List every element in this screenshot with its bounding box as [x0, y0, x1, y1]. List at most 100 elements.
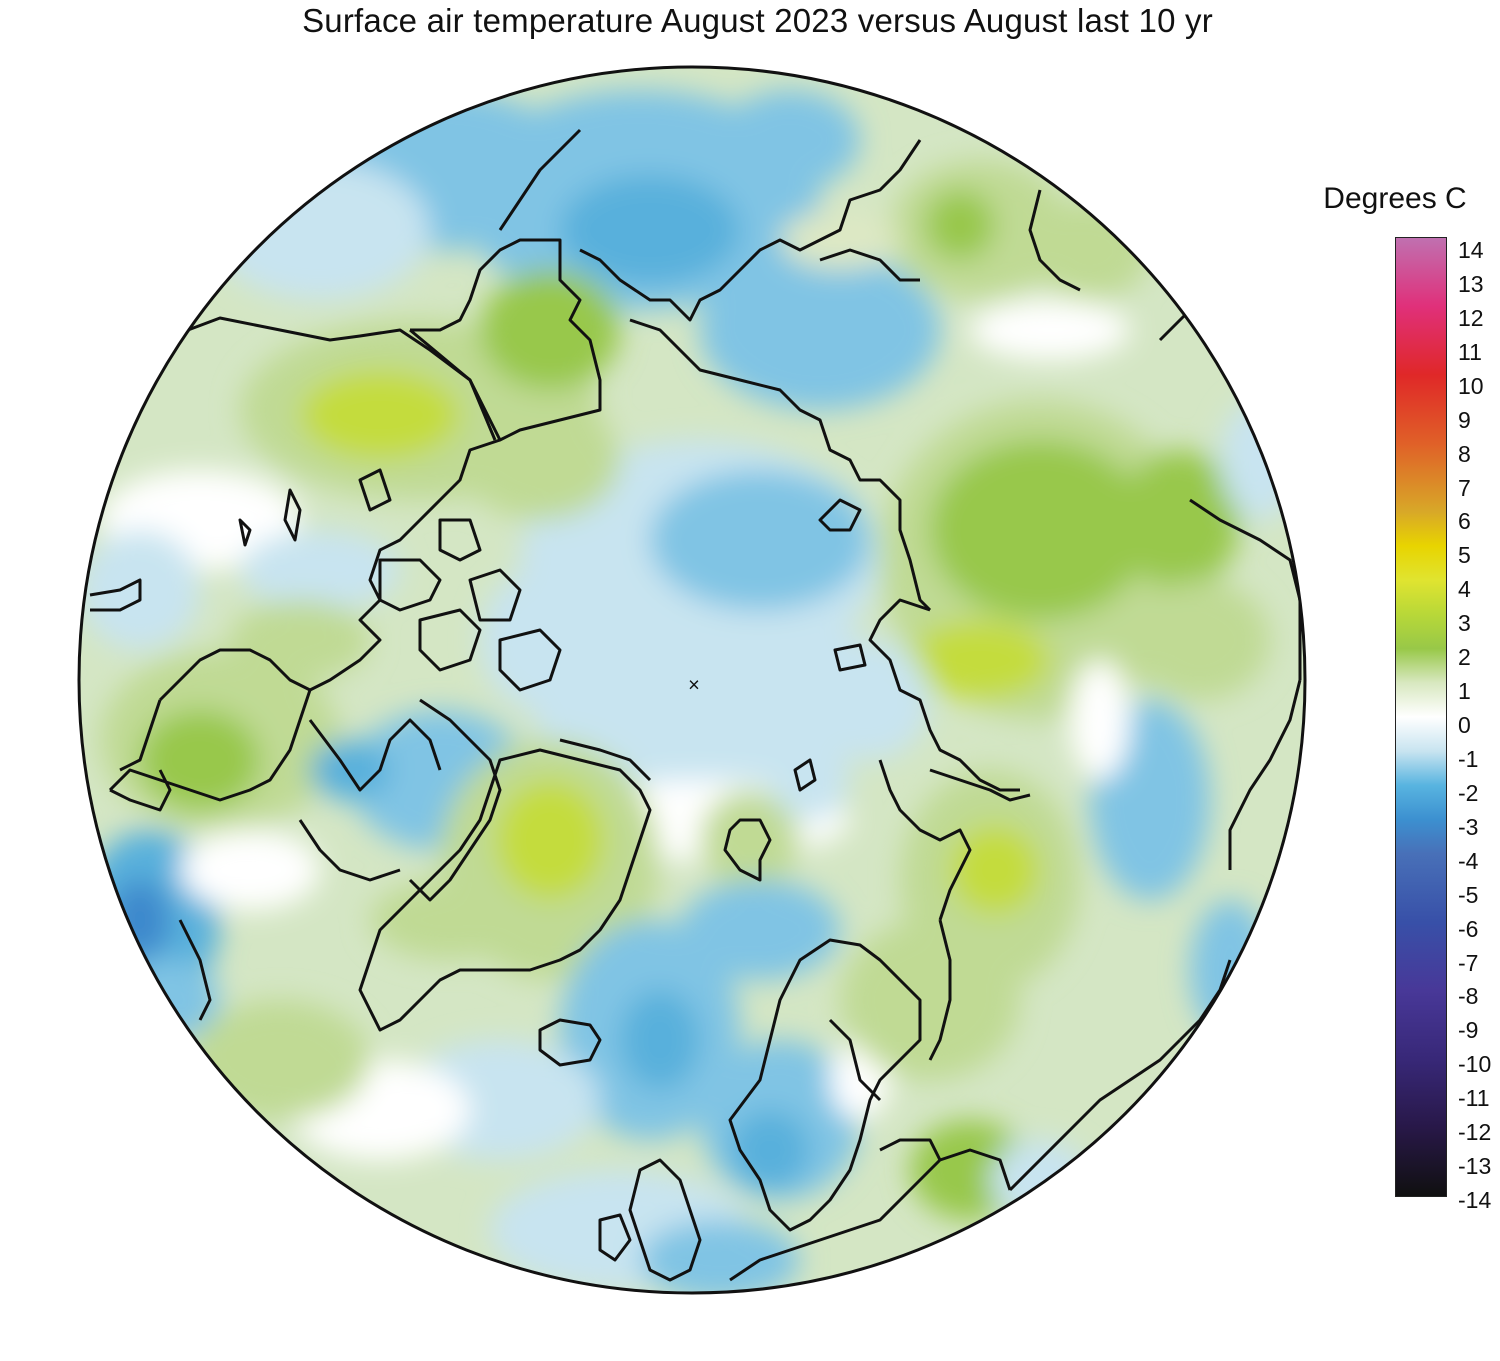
coastline: [868, 598, 1020, 792]
colorbar-tick-label: 7: [1458, 474, 1471, 501]
coastline: [878, 759, 972, 921]
colorbar-tick-label: 11: [1458, 338, 1482, 365]
anomaly-area: [300, 370, 460, 460]
colorbar-tick-label: 5: [1458, 542, 1471, 569]
anomaly-area: [1070, 660, 1130, 780]
colorbar-tick-label: 14: [1458, 237, 1484, 263]
anomaly-area: [310, 740, 390, 800]
anomaly-area: [140, 710, 260, 810]
colorbar-tick-label: -14: [1458, 1187, 1492, 1213]
anomaly-area: [190, 1000, 370, 1120]
coastline: [929, 768, 1031, 802]
anomaly-area: [650, 470, 870, 610]
legend-title: Degrees C: [1323, 182, 1467, 215]
colorbar-tick-label: -10: [1458, 1051, 1492, 1078]
coastline: [928, 919, 952, 1061]
anomaly-area: [495, 780, 605, 900]
coastline: [598, 1213, 632, 1262]
coastline: [628, 1158, 702, 1282]
anomaly-area: [620, 990, 700, 1090]
anomaly-area: [1220, 400, 1300, 520]
coastline: [1028, 189, 1081, 292]
colorbar-tick-label: -12: [1458, 1119, 1492, 1146]
anomaly-area: [460, 400, 620, 520]
anomaly-area: [230, 600, 370, 680]
colorbar-tick-label: 6: [1458, 508, 1471, 535]
map-boundary: [77, 65, 1307, 1295]
north-pole-marker: ×: [688, 674, 700, 696]
colorbar-tick-label: 13: [1458, 270, 1484, 297]
anomaly-area: [1130, 580, 1270, 700]
colorbar-tick-label: -6: [1458, 915, 1479, 942]
anomaly-area: [770, 740, 850, 820]
coastline: [438, 518, 482, 562]
colorbar-tick-label: -9: [1458, 1017, 1479, 1044]
coastline: [819, 248, 920, 282]
anomaly-area: [480, 270, 620, 390]
coastline: [409, 328, 497, 441]
coastline: [1228, 679, 1302, 870]
colorbar-tick-label: 9: [1458, 406, 1471, 433]
coastline: [723, 818, 772, 882]
anomaly-area: [370, 880, 530, 960]
anomaly-area: [925, 190, 995, 260]
coastline: [728, 938, 922, 1232]
colorbar-tick-label: 3: [1458, 610, 1471, 637]
colorbar-tick-label: -1: [1458, 745, 1479, 772]
map-title: Surface air temperature August 2023 vers…: [302, 2, 1213, 39]
coastline: [238, 518, 252, 547]
coastline: [119, 699, 162, 772]
colorbar: [1395, 237, 1447, 1197]
coastline: [1189, 498, 1302, 680]
coastline: [833, 643, 867, 672]
anomaly-area: [910, 620, 1050, 700]
coastline: [818, 498, 862, 532]
coastline: [178, 919, 212, 1021]
coastline: [358, 468, 392, 512]
coastline: [793, 758, 817, 792]
coastline: [468, 568, 522, 622]
coastline: [498, 128, 582, 231]
coastline: [308, 718, 442, 792]
coastline: [109, 769, 172, 812]
colorbar-tick-label: 12: [1458, 304, 1484, 331]
anomaly-area: [210, 160, 430, 300]
colorbar-tick-label: 4: [1458, 576, 1471, 603]
coastline: [298, 819, 401, 882]
coastline: [579, 139, 922, 322]
coastline: [729, 1148, 1012, 1282]
anomaly-field: [79, 67, 1305, 1293]
coastlines: [89, 128, 1302, 1282]
colorbar-tick-label: 10: [1458, 372, 1484, 399]
coastline: [187, 238, 602, 442]
colorbar-tick-label: -5: [1458, 881, 1479, 908]
coastline: [408, 698, 502, 902]
anomaly-area: [970, 300, 1130, 360]
colorbar-tick-label: -11: [1458, 1085, 1490, 1112]
anomaly-area: [240, 530, 400, 610]
anomaly-area: [720, 90, 860, 190]
anomaly-area: [950, 825, 1040, 915]
coastline: [158, 648, 311, 702]
coastline: [828, 1018, 882, 1102]
coastline: [418, 608, 482, 672]
coastline: [378, 558, 442, 612]
anomaly-area: [840, 920, 1020, 1080]
coastline: [538, 1018, 602, 1067]
coastline: [1178, 959, 1232, 1042]
anomaly-area: [640, 1220, 800, 1293]
colorbar-tick-label: -7: [1458, 949, 1479, 976]
anomaly-area: [810, 640, 930, 760]
colorbar-tick-label: 2: [1458, 644, 1471, 671]
anomaly-area: [1120, 450, 1240, 590]
colorbar-tick-label: -4: [1458, 847, 1479, 874]
coastline: [283, 488, 302, 542]
coastline: [358, 748, 652, 1032]
colorbar-tick-label: 0: [1458, 712, 1471, 738]
coastline: [879, 1138, 942, 1161]
coastline: [309, 438, 501, 692]
anomaly-area: [700, 250, 940, 410]
anomaly-area: [560, 175, 740, 285]
anomaly-area: [730, 1110, 810, 1190]
